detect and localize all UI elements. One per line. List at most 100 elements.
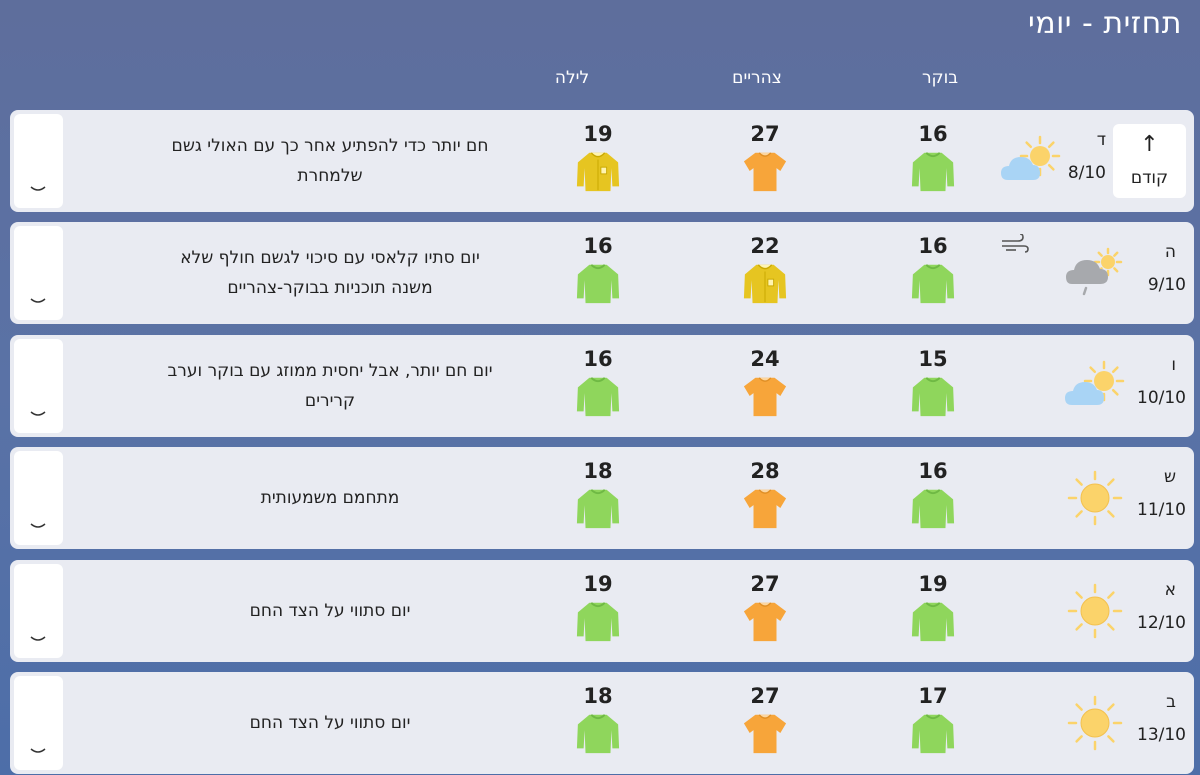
previous-button-label: קודם	[1130, 168, 1169, 188]
day-description: יום סתיו קלאסי עם סיכוי לגשם חולף שלא מש…	[180, 248, 480, 299]
chevron-down-icon	[30, 523, 46, 528]
page-title: תחזית - יומי	[1028, 6, 1182, 41]
clothing-shirt-icon	[910, 373, 956, 419]
noon-temp: 27	[750, 122, 780, 146]
night-temp: 18	[583, 459, 613, 484]
noon-temp: 28	[750, 459, 780, 484]
clothing-shirt-icon	[575, 373, 621, 419]
clothing-shirt-icon	[575, 598, 621, 644]
expand-row-button[interactable]	[14, 338, 63, 433]
forecast-row: יום חם יותר, אבל יחסית ממוזג עם בוקר וער…	[10, 334, 1194, 437]
sun-icon	[1062, 694, 1128, 752]
expand-row-button[interactable]	[14, 676, 63, 770]
sun-icon	[1062, 469, 1128, 527]
night-cell: 19	[558, 560, 638, 662]
night-temp: 19	[583, 571, 613, 596]
chevron-down-icon	[30, 186, 46, 191]
night-cell: 16	[558, 222, 638, 324]
noon-cell: 27	[725, 672, 805, 774]
noon-cell: 27	[725, 110, 805, 212]
day-description: יום סתווי על הצד החם	[249, 600, 411, 621]
clothing-shirt-icon	[742, 598, 788, 644]
day-date: 13/10	[1137, 725, 1186, 745]
forecast-row: יום סתיו קלאסי עם סיכוי לגשם חולף שלא מש…	[10, 222, 1194, 325]
noon-temp: 27	[750, 571, 780, 596]
wind-icon	[1000, 233, 1030, 254]
night-cell: 16	[558, 335, 638, 437]
noon-cell: 22	[725, 222, 805, 324]
day-date: 9/10	[1147, 275, 1186, 296]
clothing-shirt-icon	[742, 148, 788, 194]
night-cell: 18	[558, 672, 638, 774]
chevron-down-icon	[30, 636, 46, 641]
day-date: 12/10	[1137, 612, 1186, 633]
previous-button[interactable]: ↑ קודם	[1113, 124, 1186, 198]
night-temp: 18	[583, 684, 613, 708]
clothing-shirt-icon	[910, 260, 956, 306]
morning-cell: 16	[893, 222, 973, 324]
clothing-shirt-icon	[910, 485, 956, 531]
expand-row-button[interactable]	[14, 563, 63, 658]
morning-temp: 16	[918, 459, 948, 484]
day-date: 10/10	[1137, 387, 1186, 408]
cloud-rain-sun-icon	[1062, 244, 1128, 302]
morning-cell: 17	[893, 672, 973, 774]
night-temp: 19	[583, 122, 613, 146]
column-header-noon: צהריים	[732, 68, 782, 88]
morning-cell: 16	[893, 447, 973, 549]
noon-cell: 27	[725, 560, 805, 662]
noon-cell: 28	[725, 447, 805, 549]
column-header-night: לילה	[554, 68, 590, 88]
morning-cell: 19	[893, 560, 973, 662]
morning-temp: 16	[918, 234, 948, 259]
night-cell: 18	[558, 447, 638, 549]
chevron-down-icon	[30, 411, 46, 416]
night-temp: 16	[583, 346, 613, 371]
column-header-morning: בוקר	[921, 68, 959, 88]
clothing-shirt-icon	[575, 148, 621, 194]
clothing-shirt-icon	[910, 710, 956, 756]
forecast-row: יום סתווי על הצד החם 18 27 17 ב 13/10	[10, 672, 1194, 774]
day-of-week: ב	[1166, 692, 1176, 712]
morning-temp: 15	[918, 346, 948, 371]
noon-temp: 22	[750, 234, 780, 259]
noon-cell: 24	[725, 335, 805, 437]
clothing-shirt-icon	[742, 485, 788, 531]
morning-cell: 16	[893, 110, 973, 212]
sun-icon	[1062, 582, 1128, 640]
clothing-shirt-icon	[742, 710, 788, 756]
arrow-up-icon: ↑	[1140, 132, 1159, 157]
day-description: מתחמם משמעותית	[260, 488, 400, 509]
day-of-week: ה	[1164, 242, 1176, 263]
morning-temp: 16	[918, 122, 948, 146]
day-of-week: ד	[1096, 130, 1106, 150]
forecast-row: יום סתווי על הצד החם 19 27 19 א 12/10	[10, 559, 1194, 662]
partly-cloudy-icon	[998, 132, 1064, 190]
expand-row-button[interactable]	[14, 451, 63, 546]
chevron-down-icon	[30, 298, 46, 304]
noon-temp: 24	[750, 346, 780, 371]
morning-temp: 17	[918, 684, 948, 708]
night-temp: 16	[583, 234, 613, 259]
noon-temp: 27	[750, 684, 780, 708]
partly-cloudy-icon	[1062, 357, 1128, 415]
forecast-row: מתחמם משמעותית 18 28 16 ש 11/10	[10, 447, 1194, 550]
morning-temp: 19	[918, 571, 948, 596]
chevron-down-icon	[30, 748, 46, 753]
clothing-shirt-icon	[742, 260, 788, 306]
day-date: 11/10	[1137, 500, 1186, 521]
morning-cell: 15	[893, 335, 973, 437]
clothing-shirt-icon	[575, 485, 621, 531]
day-date: 8/10	[1067, 163, 1106, 183]
clothing-shirt-icon	[910, 148, 956, 194]
day-description: יום חם יותר, אבל יחסית ממוזג עם בוקר וער…	[167, 360, 493, 411]
clothing-shirt-icon	[742, 373, 788, 419]
expand-row-button[interactable]	[14, 226, 63, 321]
day-of-week: ש	[1163, 467, 1176, 488]
clothing-shirt-icon	[575, 710, 621, 756]
night-cell: 19	[558, 110, 638, 212]
expand-row-button[interactable]	[14, 114, 63, 208]
day-of-week: א	[1164, 579, 1176, 600]
forecast-row: חם יותר כדי להפתיע אחר כך עם האולי גשם ש…	[10, 110, 1194, 212]
clothing-shirt-icon	[575, 260, 621, 306]
